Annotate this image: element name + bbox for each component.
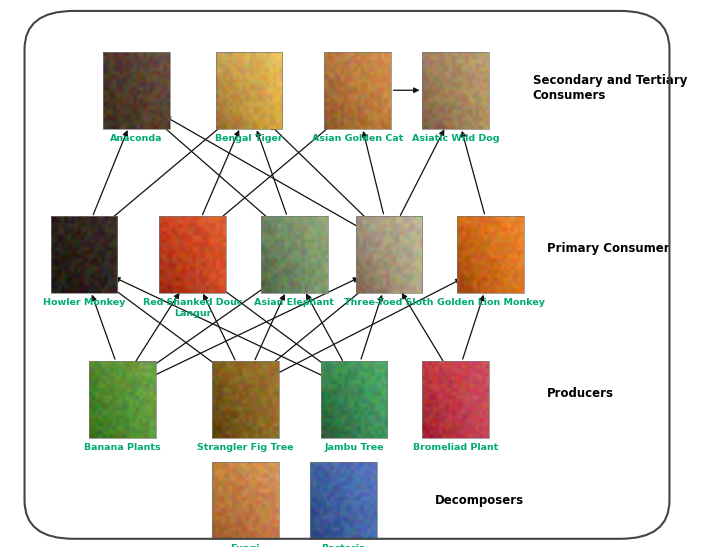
Bar xyxy=(160,216,226,293)
Text: Three-Toed Sloth: Three-Toed Sloth xyxy=(344,298,434,307)
Bar xyxy=(216,52,282,129)
Text: Banana Plants: Banana Plants xyxy=(84,443,161,452)
Text: Asiatic Wild Dog: Asiatic Wild Dog xyxy=(412,134,499,143)
Bar xyxy=(261,216,328,293)
Text: Bromeliad Plant: Bromeliad Plant xyxy=(413,443,498,452)
Bar xyxy=(310,462,377,539)
Text: Red Shanked Douc
Langur: Red Shanked Douc Langur xyxy=(143,298,243,317)
Text: Anaconda: Anaconda xyxy=(111,134,163,143)
Text: Asian Elephant: Asian Elephant xyxy=(254,298,334,307)
Text: Howler Monkey: Howler Monkey xyxy=(43,298,125,307)
Text: Bacteria: Bacteria xyxy=(321,544,366,547)
Bar xyxy=(212,361,278,438)
Bar xyxy=(212,462,278,539)
Text: Fungi: Fungi xyxy=(231,544,260,547)
Text: Secondary and Tertiary
Consumers: Secondary and Tertiary Consumers xyxy=(533,73,687,102)
Bar xyxy=(321,361,387,438)
Bar xyxy=(457,216,524,293)
Bar xyxy=(422,361,489,438)
Text: Decomposers: Decomposers xyxy=(435,494,524,507)
Text: Asian Golden Cat: Asian Golden Cat xyxy=(312,134,403,143)
Text: Jambu Tree: Jambu Tree xyxy=(325,443,383,452)
Text: Golden Lion Monkey: Golden Lion Monkey xyxy=(437,298,545,307)
Text: Bengal Tiger: Bengal Tiger xyxy=(215,134,283,143)
Text: Strangler Fig Tree: Strangler Fig Tree xyxy=(197,443,294,452)
Bar xyxy=(325,52,391,129)
Bar xyxy=(90,361,156,438)
Bar xyxy=(422,52,489,129)
Bar xyxy=(50,216,117,293)
Bar xyxy=(356,216,422,293)
Bar xyxy=(104,52,170,129)
Text: Primary Consumer: Primary Consumer xyxy=(547,242,669,255)
Text: Producers: Producers xyxy=(547,387,614,400)
